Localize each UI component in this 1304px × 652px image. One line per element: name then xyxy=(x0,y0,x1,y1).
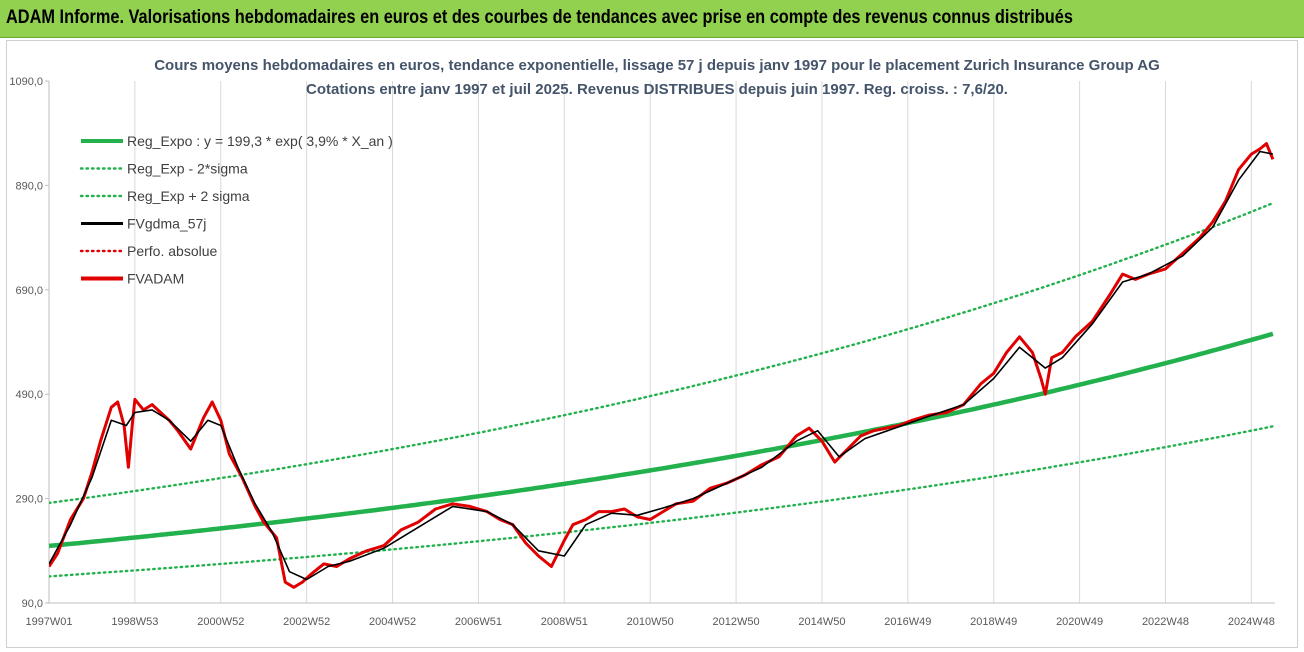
legend-label: FVgdma_57j xyxy=(127,216,206,232)
x-tick-label: 2016W49 xyxy=(884,616,931,628)
x-tick-label: 2020W49 xyxy=(1056,616,1103,628)
x-tick-label: 2000W52 xyxy=(197,616,244,628)
grid xyxy=(48,81,1252,603)
x-tick-label: 1997W01 xyxy=(25,616,72,628)
series-reg-expo xyxy=(49,331,1274,549)
header-banner: ADAM Informe. Valorisations hebdomadaire… xyxy=(0,0,1304,38)
series-reg-exp-minus-2sigma xyxy=(49,425,1275,578)
x-tick-label: 2012W50 xyxy=(713,616,760,628)
legend-label: FVADAM xyxy=(127,271,184,287)
series-fvgdma-57j xyxy=(49,150,1274,581)
x-tick-label: 2024W48 xyxy=(1228,616,1275,628)
x-tick-label: 2006W51 xyxy=(455,616,502,628)
y-tick-label: 1090,0 xyxy=(9,76,43,88)
x-tick-label: 2018W49 xyxy=(970,616,1017,628)
chart-area: 1997W01 1998W53 2000W52 2002W52 2004W52 2006W… xyxy=(6,40,1298,648)
y-tick-label: 890,0 xyxy=(15,180,43,192)
series-fvadam xyxy=(49,142,1275,589)
y-tick-label: 290,0 xyxy=(15,494,43,506)
y-tick-label: 90,0 xyxy=(22,598,43,610)
chart-title-line1: Cours moyens hebdomadaires en euros, ten… xyxy=(154,57,1160,74)
x-tick-label: 2022W48 xyxy=(1142,616,1189,628)
y-tick-label: 490,0 xyxy=(15,389,43,401)
x-tick-label: 2010W50 xyxy=(627,616,674,628)
axes: 1997W01 1998W53 2000W52 2002W52 2004W52 2006W… xyxy=(9,76,1275,628)
series-group xyxy=(49,142,1275,589)
x-tick-label: 1998W53 xyxy=(111,616,158,628)
banner-title: ADAM Informe. Valorisations hebdomadaire… xyxy=(6,7,1073,28)
legend-label: Perfo. absolue xyxy=(127,243,217,259)
series-reg-exp-plus-2sigma xyxy=(49,201,1275,505)
legend-label: Reg_Expo : y = 199,3 * exp( 3,9% * X_an … xyxy=(127,133,393,149)
x-tick-label: 2004W52 xyxy=(369,616,416,628)
x-tick-label: 2008W51 xyxy=(541,616,588,628)
line-chart: 1997W01 1998W53 2000W52 2002W52 2004W52 2006W… xyxy=(9,57,1275,628)
legend: Reg_Expo : y = 199,3 * exp( 3,9% * X_an … xyxy=(79,133,393,287)
legend-label: Reg_Exp + 2 sigma xyxy=(127,188,250,204)
x-tick-label: 2002W52 xyxy=(283,616,330,628)
legend-label: Reg_Exp - 2*sigma xyxy=(127,161,248,177)
y-tick-label: 690,0 xyxy=(15,285,43,297)
chart-title-line2: Cotations entre janv 1997 et juil 2025. … xyxy=(306,81,1008,98)
x-tick-label: 2014W50 xyxy=(798,616,845,628)
